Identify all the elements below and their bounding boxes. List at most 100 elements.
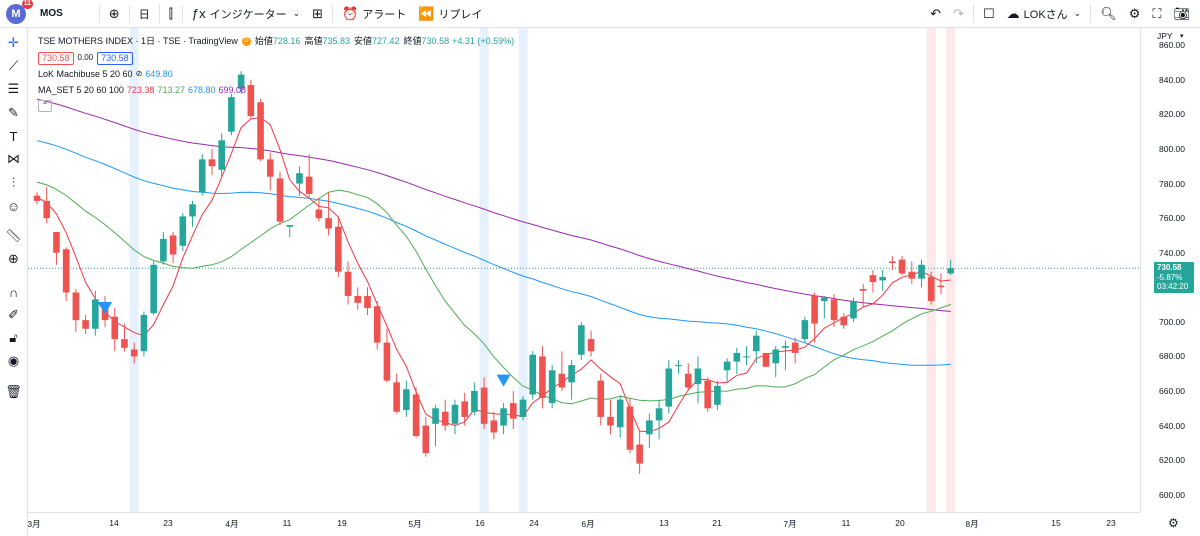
undo-icon: ↶ [930,5,942,21]
candle-body [821,297,828,302]
alarm-clock-icon: ⏰ [342,5,359,21]
magnet-icon[interactable]: ∩ [8,284,19,300]
candle-body [121,339,128,348]
text-icon[interactable]: T [9,128,18,144]
time-tick-label: 11 [282,518,292,528]
candle-body [480,387,488,424]
trash-icon[interactable]: 🗑︎ [5,384,22,399]
sell-price-box[interactable]: 730.58 [38,51,74,65]
candle-body [403,389,410,411]
high-label: 高値 [304,36,323,46]
divider [181,4,183,23]
cloud-icon: ☁ [1006,5,1020,21]
candle-body [344,271,352,296]
signal-band [479,28,489,512]
indicator-2-name: MA_SET 5 20 60 100 [38,85,124,95]
candle-body [130,349,138,357]
lock-icon[interactable]: 🔓︎ [9,330,18,345]
time-axis[interactable]: 3月 14 23 4月 11 19 5月 16 24 6月 13 21 7月 11 20 8月 15 23 [27,512,1140,536]
crosshair-icon[interactable]: ✛ [8,35,19,50]
candle-body [714,385,721,405]
alert-button[interactable]: ⏰ アラート [342,5,407,21]
time-tick-label: 7月 [783,519,797,529]
candle-body [266,159,274,177]
candle-body [879,276,886,281]
ma20-line [36,181,951,405]
interval-button[interactable]: 日 [138,8,150,21]
layout-button[interactable]: ☐ [977,0,1001,28]
ma60-line [36,140,951,366]
pattern-icon[interactable]: ⋈ [7,151,20,166]
price-axis[interactable]: JPY ▾ 860.00 840.00 820.00 800.00 780.00 760.… [1140,28,1200,512]
candle-body [704,380,711,409]
price-tick-label: 740.00 [1159,247,1185,258]
replay-button[interactable]: ⏪ リプレイ [418,5,483,21]
redo-icon: ↷ [953,5,964,21]
chart-settings-gear-icon[interactable]: ⚙ [1168,516,1179,530]
square-icon: ☐ [982,5,995,21]
currency-label[interactable]: JPY [1157,31,1173,41]
candle-body [578,325,585,355]
indicator-1-row[interactable]: LoK Machibuse 5 20 60 ⊘ 649.80 [38,66,514,82]
fib-icon[interactable]: ☰ [7,81,20,96]
candle-body [160,238,167,262]
candle-body [393,382,400,412]
candle-body [927,276,935,302]
candle-body [548,370,556,404]
high-value: 735.83 [322,36,350,46]
brush-icon[interactable]: ✎ [8,105,19,120]
candle-body [335,226,342,272]
current-change: -5.87% [1157,272,1183,282]
indicator-2-row[interactable]: MA_SET 5 20 60 100 723.38 713.27 678.80 … [38,82,514,98]
compare-button[interactable]: ⊕ [103,0,126,28]
settings-button[interactable]: ⚙ [1123,0,1147,28]
prediction-icon[interactable]: ⫶ [11,175,16,190]
zoom-in-icon[interactable]: ⊕ [8,251,19,266]
divider [972,4,974,23]
time-tick-label: 21 [712,518,722,528]
trend-line-icon[interactable]: ⟋ [8,58,19,73]
candle-body [237,74,245,89]
user-avatar[interactable]: M 11 [6,0,33,24]
candle-body [257,102,264,160]
time-tick-label: 19 [337,518,347,528]
ruler-icon[interactable]: 📏︎ [5,228,22,243]
time-tick-label: 4月 [225,519,239,529]
layout-name-button[interactable]: ☁ LOKさん ⌄ [1006,5,1082,21]
candle-body [830,299,838,321]
candle-body [315,209,323,219]
ma5-value: 723.38 [126,85,155,95]
candle-body [616,399,624,428]
candle-body [286,225,294,227]
price-tick-label: 700.00 [1159,316,1185,327]
price-tick-label: 640.00 [1159,420,1185,431]
candle-body [908,271,916,279]
price-chart[interactable] [28,28,1140,512]
redo-button[interactable]: ↷ [947,0,970,28]
camera-icon: 📷︎ [1173,5,1190,21]
change-value: +4.31 (+0.59%) [452,36,515,46]
eye-icon[interactable]: ◉ [7,353,20,368]
snapshot-button[interactable]: 📷︎ [1167,0,1196,28]
symbol-title[interactable]: TSE MOTHERS INDEX · 1日 · TSE · TradingVi… [38,36,238,46]
buy-price-box[interactable]: 730.58 [97,51,133,65]
lock-drawing-icon[interactable]: ✐ [8,307,19,322]
signal-band [518,28,528,512]
emoji-icon[interactable]: ☺ [6,198,21,214]
collapse-legend-button[interactable]: ⌃ [38,100,52,112]
templates-button[interactable]: ⊞ [306,0,329,28]
symbol-search[interactable]: MOS [40,8,63,19]
candle-body [364,295,371,309]
candle-body [665,368,673,407]
search-button[interactable]: 🔍︎ [1094,0,1123,28]
chart-type-button[interactable]: ⫿ [163,0,179,28]
spread-value: 0.00 [77,53,94,62]
indicators-button[interactable]: ƒx インジケーター ⌄ [191,6,301,21]
chevron-up-icon: ⌃ [41,101,49,110]
divider [128,4,130,23]
fullscreen-button[interactable]: ⛶ [1146,0,1167,28]
candle-body [801,320,809,340]
candle-body [898,259,906,274]
open-value: 728.16 [272,36,301,46]
undo-button[interactable]: ↶ [924,0,947,28]
